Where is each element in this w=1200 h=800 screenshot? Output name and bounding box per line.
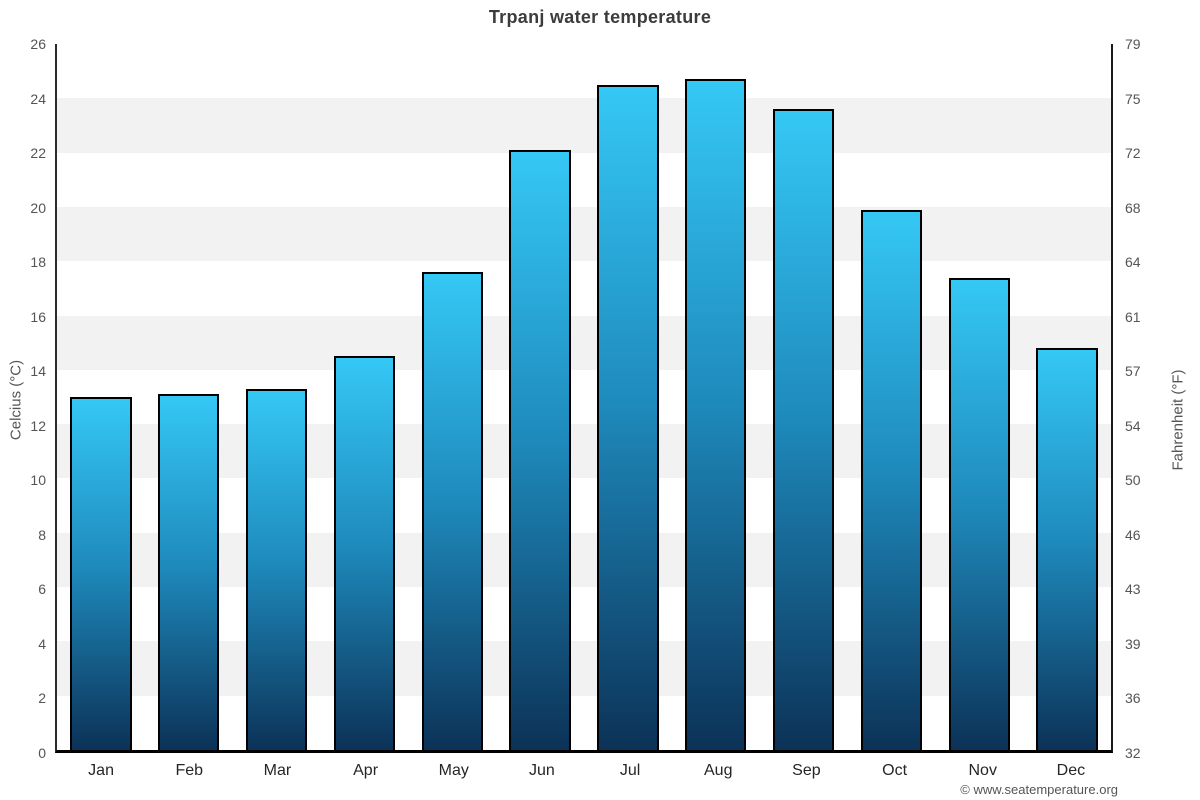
xtick-sep: Sep [792,762,821,779]
ytick-celsius-24: 24 [30,90,46,107]
ytick-celsius-0: 0 [38,745,46,761]
bar-nov [948,277,1010,750]
xtick-oct: Oct [882,762,908,779]
ytick-celsius-16: 16 [30,308,46,325]
ytick-fahrenheit-32: 32 [1125,745,1141,761]
xtick-aug: Aug [704,762,733,779]
xtick-apr: Apr [353,762,379,779]
plot-area [55,44,1113,753]
gridband-18-20 [57,206,1111,262]
ytick-fahrenheit-50: 50 [1125,472,1141,489]
bar-jul [597,84,659,750]
gridband-6-8 [57,532,1111,588]
ytick-fahrenheit-75: 75 [1125,90,1141,107]
ytick-fahrenheit-57: 57 [1125,363,1141,380]
ytick-celsius-26: 26 [30,36,46,52]
ytick-celsius-4: 4 [38,635,46,652]
ytick-celsius-12: 12 [30,417,46,434]
chart-title: Trpanj water temperature [488,7,712,27]
gridband-14-16 [57,315,1111,370]
ytick-fahrenheit-39: 39 [1125,635,1141,652]
xtick-may: May [438,762,469,779]
ytick-fahrenheit-36: 36 [1125,690,1141,707]
bar-mar [245,388,308,750]
ytick-celsius-22: 22 [30,145,46,162]
bar-apr [333,356,396,750]
ytick-celsius-10: 10 [30,472,46,489]
ytick-celsius-6: 6 [38,581,46,598]
y-axis-left-ticks: 0 2 4 6 8 10 12 14 16 18 20 22 24 26 [0,36,46,761]
ytick-celsius-8: 8 [38,526,46,543]
xtick-feb: Feb [175,762,204,779]
ytick-fahrenheit-79: 79 [1125,36,1141,52]
xtick-dec: Dec [1056,762,1086,779]
gridband-22-24 [57,98,1111,153]
xtick-jun: Jun [529,762,555,779]
ytick-celsius-14: 14 [30,363,46,380]
bar-aug [685,79,747,750]
ytick-fahrenheit-64: 64 [1125,254,1141,271]
copyright-text: © www.seatemperature.org [960,782,1118,797]
bar-feb [158,394,220,750]
bar-may [421,272,483,750]
xtick-nov: Nov [968,762,997,779]
ytick-fahrenheit-43: 43 [1125,581,1141,598]
ytick-celsius-2: 2 [38,690,46,707]
ytick-fahrenheit-72: 72 [1125,145,1141,162]
xtick-jan: Jan [88,762,114,779]
y-axis-right-ticks: 32 36 39 43 46 50 54 57 61 64 68 72 75 79 [1125,36,1185,761]
ytick-fahrenheit-46: 46 [1125,526,1141,543]
ytick-fahrenheit-68: 68 [1125,199,1141,216]
ytick-fahrenheit-61: 61 [1125,308,1141,325]
ytick-celsius-20: 20 [30,199,46,216]
bar-sep [772,109,835,750]
gridband-10-12 [57,424,1111,479]
bar-jun [509,149,571,750]
bar-oct [860,209,923,750]
xtick-jul: Jul [619,762,641,779]
ytick-celsius-18: 18 [30,254,46,271]
ytick-fahrenheit-54: 54 [1125,417,1141,434]
xtick-mar: Mar [263,762,292,779]
gridband-2-4 [57,641,1111,696]
bar-dec [1036,348,1098,750]
x-axis-month-labels: Jan Feb Mar Apr May Jun Jul Aug Sep Oct Nov Dec [57,759,1115,783]
bar-jan [70,397,132,750]
